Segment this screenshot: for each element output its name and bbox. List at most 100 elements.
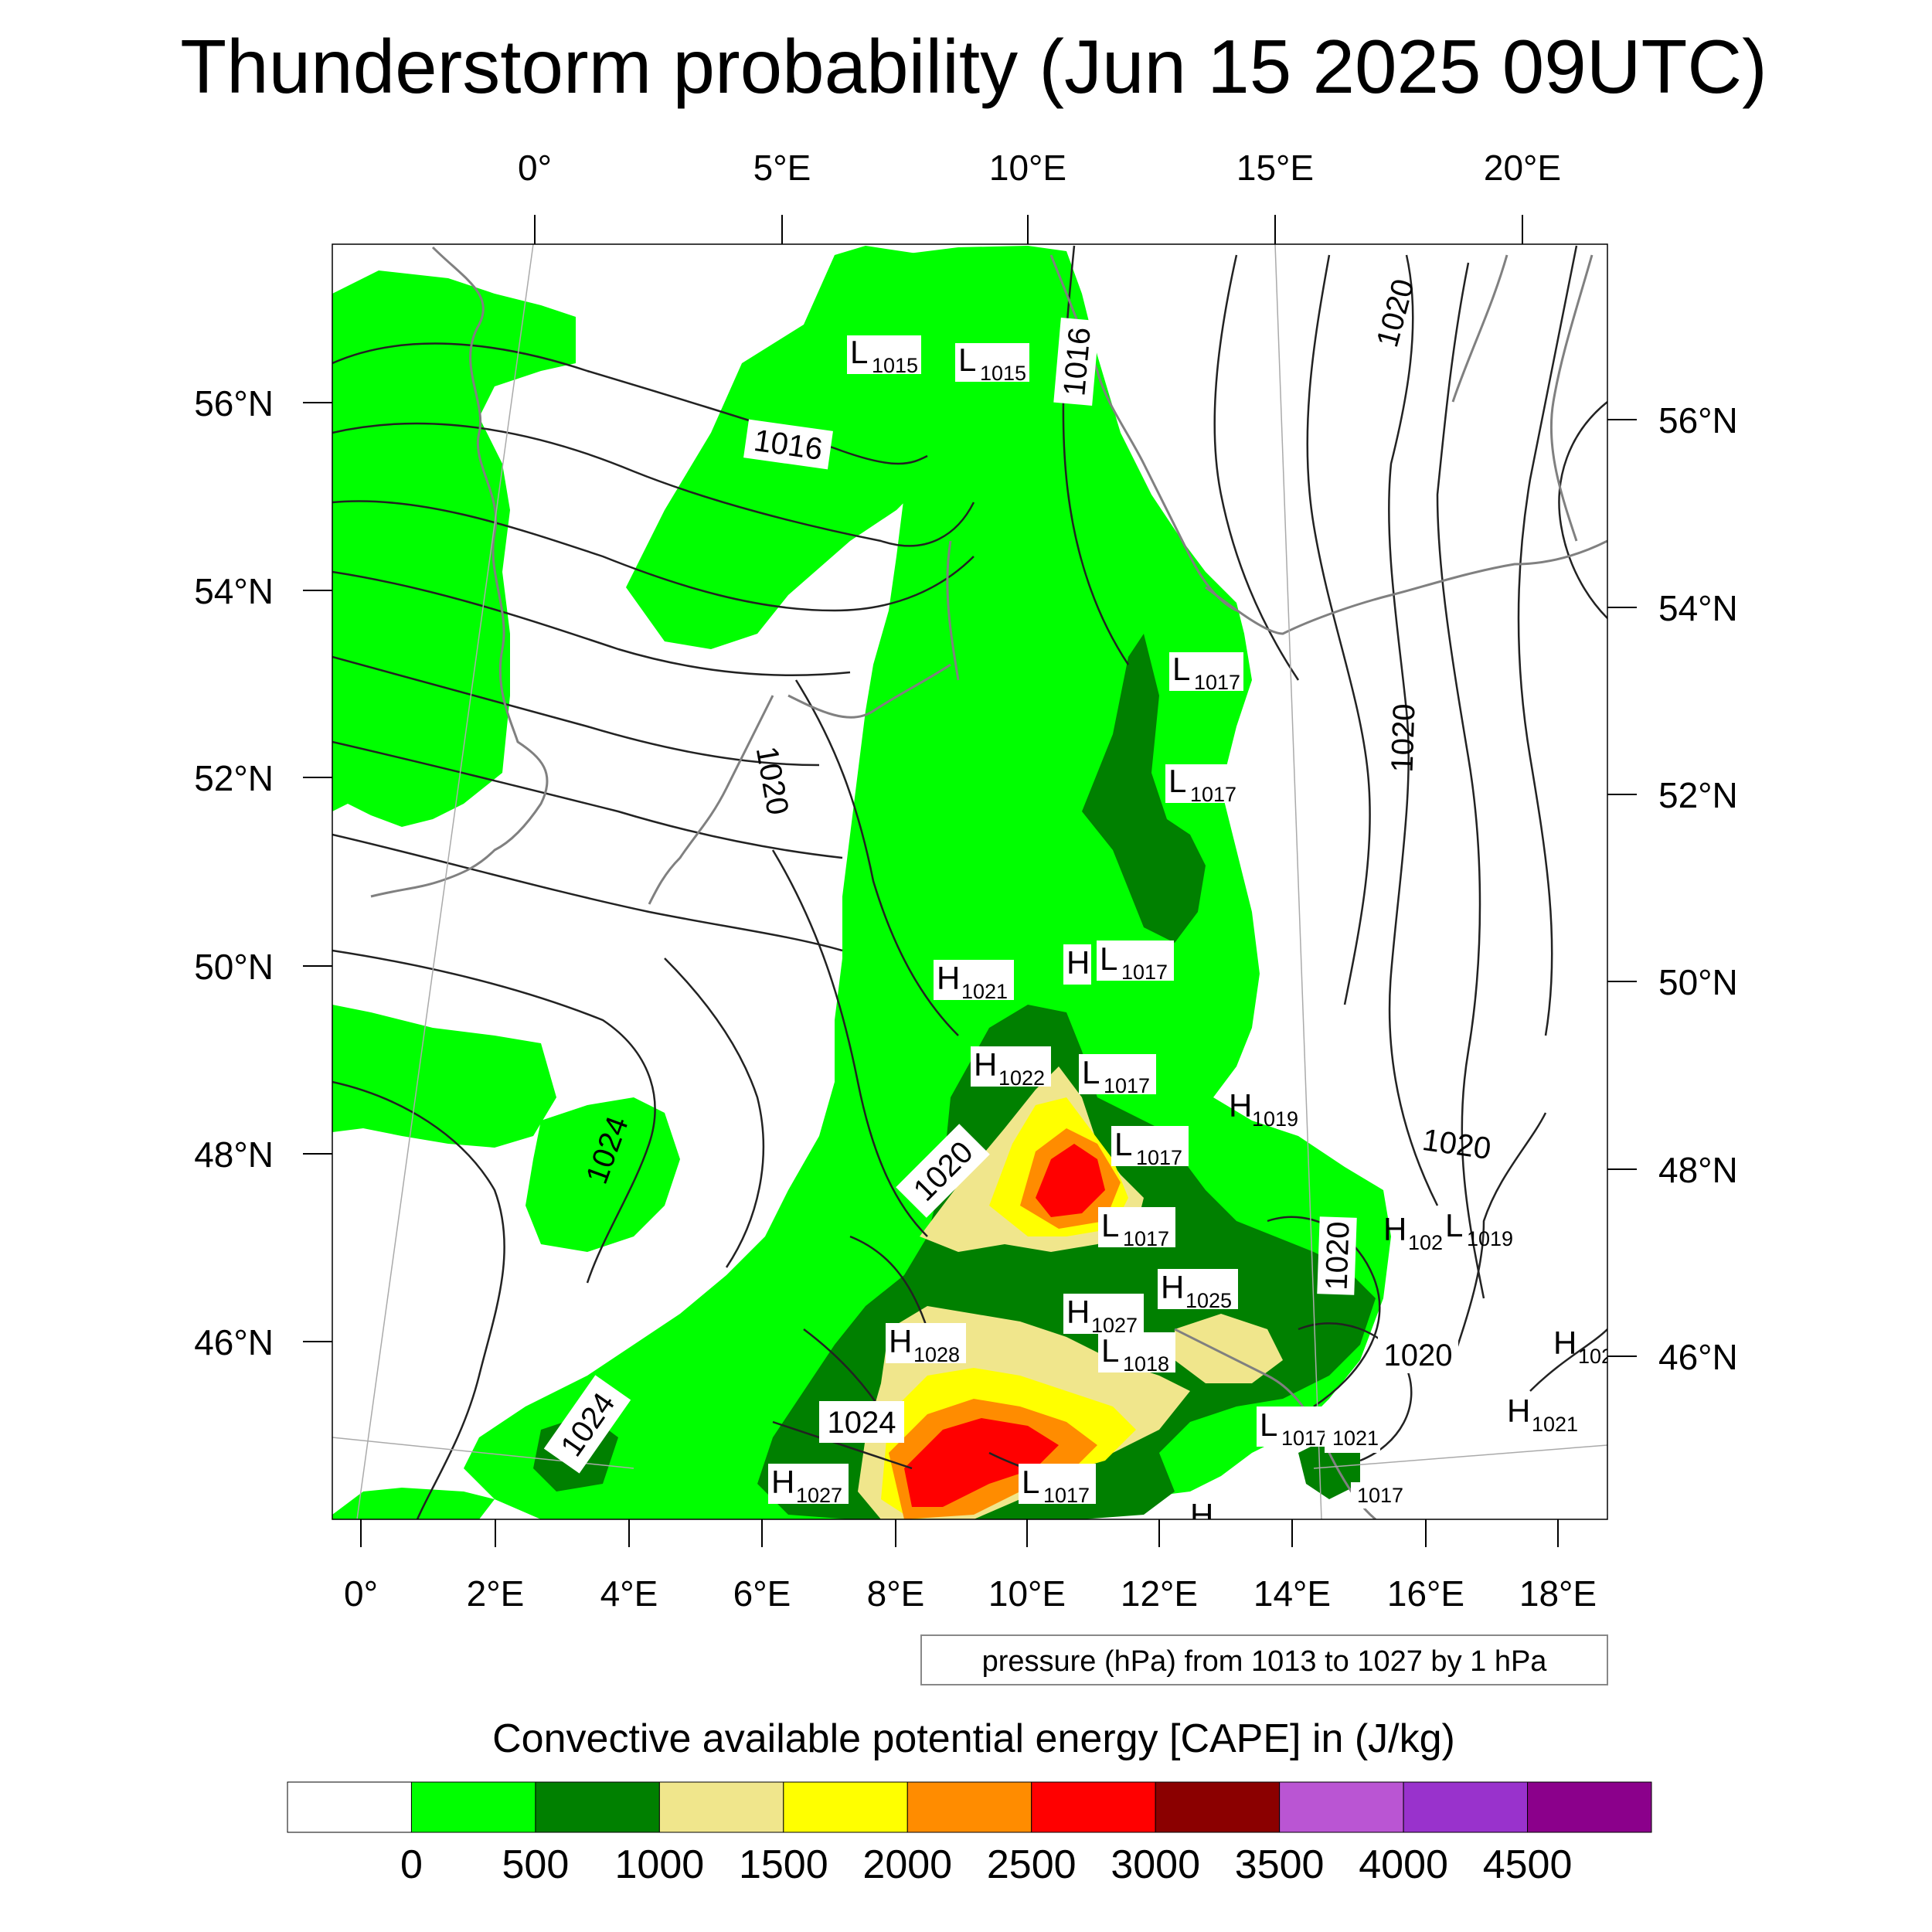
pressure-center: H 1022: [971, 1046, 1051, 1090]
lon-label-top: 15°E: [1236, 148, 1314, 188]
pressure-center: L 1018: [1098, 1332, 1175, 1376]
pressure-center: L 1017: [1019, 1464, 1096, 1507]
svg-text:1028: 1028: [913, 1343, 960, 1366]
svg-text:H: H: [889, 1323, 912, 1359]
svg-text:1027: 1027: [796, 1484, 842, 1507]
isobars: [332, 245, 1607, 1519]
svg-text:1017: 1017: [1136, 1146, 1182, 1169]
right-latitude-labels: 56°N 54°N 52°N 50°N 48°N 46°N: [1658, 400, 1738, 1377]
svg-text:L: L: [1114, 1126, 1132, 1162]
svg-text:H: H: [771, 1464, 794, 1500]
pressure-center: L 1017: [1079, 1054, 1156, 1097]
colorbar-label: 2500: [987, 1842, 1077, 1887]
colorbar-segment: [1279, 1781, 1404, 1833]
svg-text:1017: 1017: [1043, 1484, 1090, 1507]
isobar-label: 1024: [828, 1406, 896, 1440]
colorbar-label: 4500: [1483, 1842, 1573, 1887]
pressure-center: L 1015: [847, 334, 921, 377]
lon-label-bottom: 12°E: [1121, 1573, 1198, 1614]
lat-label-left: 54°N: [194, 571, 274, 611]
svg-text:1015: 1015: [872, 354, 918, 377]
colorbar-segment: [1031, 1781, 1156, 1833]
cape-shading-2500-3000: [904, 1144, 1105, 1507]
colorbar-label: 4000: [1359, 1842, 1448, 1887]
pressure-center: L 1015: [955, 342, 1029, 385]
colorbar-label: 0: [400, 1842, 423, 1887]
lon-label-bottom: 8°E: [867, 1573, 925, 1614]
svg-text:L: L: [1445, 1207, 1463, 1243]
pressure-center: H 1027: [1063, 1294, 1144, 1337]
lon-label-top: 20°E: [1484, 148, 1561, 188]
lat-label-right: 48°N: [1658, 1150, 1738, 1190]
pressure-center: H 1025: [1158, 1269, 1238, 1312]
bottom-ticks: [360, 1519, 1559, 1547]
svg-text:H: H: [937, 960, 960, 996]
svg-text:1017: 1017: [1121, 961, 1168, 984]
pressure-center: H 1021: [1507, 1393, 1578, 1436]
svg-text:H: H: [1553, 1325, 1577, 1361]
svg-text:H: H: [1383, 1211, 1406, 1247]
top-longitude-labels: 0° 5°E 10°E 15°E 20°E: [518, 148, 1561, 188]
svg-text:1021: 1021: [961, 980, 1008, 1003]
pressure-center: L 1017: [1169, 651, 1243, 694]
isobar-label: 1020: [1384, 1338, 1453, 1372]
colorbar-label: 1000: [615, 1842, 705, 1887]
isobar-label: 1016: [1057, 326, 1097, 397]
svg-text:H: H: [1190, 1497, 1213, 1533]
colorbar-segment: [535, 1781, 660, 1833]
pressure-center: H 1028: [886, 1323, 966, 1366]
pressure-center: H: [1190, 1497, 1213, 1533]
svg-text:L: L: [1168, 763, 1186, 799]
left-ticks: [303, 402, 332, 1342]
colorbar: [287, 1781, 1652, 1833]
pressure-center: L 1017: [1165, 763, 1240, 806]
legend-title: Convective available potential energy [C…: [492, 1716, 1455, 1761]
lon-label-bottom: 4°E: [600, 1573, 658, 1614]
colorbar-segment: [906, 1781, 1032, 1833]
map-frame: [332, 243, 1608, 1520]
svg-text:L: L: [958, 342, 976, 378]
svg-text:L: L: [1260, 1406, 1277, 1443]
lon-label-top: 5°E: [753, 148, 811, 188]
svg-text:L: L: [1101, 1332, 1119, 1369]
pressure-center: H 102: [1553, 1325, 1607, 1368]
lon-label-bottom: 2°E: [467, 1573, 525, 1614]
lat-label-right: 54°N: [1658, 588, 1738, 628]
svg-text:L: L: [1022, 1464, 1039, 1500]
colorbar-segment: [658, 1781, 784, 1833]
right-ticks: [1607, 419, 1637, 1357]
pressure-center: L 1017: [1111, 1126, 1189, 1169]
colorbar-segment: [1527, 1781, 1652, 1833]
colorbar-segment: [1403, 1781, 1529, 1833]
lon-label-bottom: 14°E: [1253, 1573, 1331, 1614]
contour-note: pressure (hPa) from 1013 to 1027 by 1 hP…: [982, 1645, 1548, 1678]
lon-label-bottom: 10°E: [988, 1573, 1066, 1614]
svg-text:L: L: [1101, 1207, 1119, 1243]
svg-text:1025: 1025: [1185, 1289, 1232, 1312]
colorbar-label: 1500: [739, 1842, 828, 1887]
lon-label-bottom: 18°E: [1519, 1573, 1597, 1614]
svg-text:L: L: [1172, 651, 1190, 687]
svg-text:1018: 1018: [1123, 1352, 1169, 1376]
top-ticks: [534, 215, 1523, 244]
svg-text:H: H: [1507, 1393, 1530, 1429]
pressure-center: L 1019: [1445, 1207, 1513, 1250]
lat-label-left: 48°N: [194, 1134, 274, 1175]
lon-label-top: 10°E: [989, 148, 1066, 188]
lon-label-bottom: 0°: [344, 1573, 378, 1614]
bottom-longitude-labels: 0° 2°E 4°E 6°E 8°E 10°E 12°E 14°E 16°E 1…: [344, 1573, 1597, 1614]
lat-label-left: 52°N: [194, 758, 274, 798]
svg-text:1017: 1017: [1357, 1484, 1403, 1507]
svg-text:1017: 1017: [1190, 783, 1236, 806]
svg-text:H: H: [1229, 1087, 1252, 1124]
pressure-center: H: [1063, 944, 1091, 985]
map-area: 1016 1016 1020 1020 1020 1020 1020 1020 …: [332, 244, 1607, 1533]
figure-title: Thunderstorm probability (Jun 15 2025 09…: [180, 24, 1767, 109]
lon-label-top: 0°: [518, 148, 552, 188]
lat-label-right: 56°N: [1658, 400, 1738, 440]
svg-text:H: H: [1161, 1269, 1184, 1305]
svg-text:1022: 1022: [998, 1066, 1045, 1090]
svg-text:L: L: [850, 334, 868, 370]
